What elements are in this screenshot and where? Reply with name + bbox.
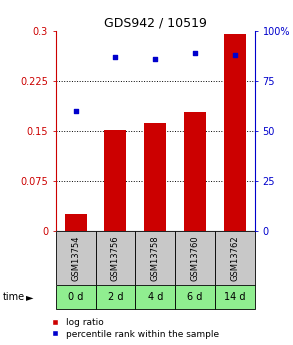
Point: [73, 108, 78, 114]
Text: GSM13756: GSM13756: [111, 235, 120, 281]
Text: GSM13758: GSM13758: [151, 235, 160, 281]
Bar: [184, 112, 206, 231]
Point: [153, 56, 158, 62]
Bar: [56, 285, 96, 309]
Text: 14 d: 14 d: [224, 292, 246, 302]
Bar: [135, 285, 175, 309]
Bar: [144, 123, 166, 231]
Text: GSM13760: GSM13760: [191, 235, 200, 281]
Text: GSM13754: GSM13754: [71, 235, 80, 280]
Bar: [215, 285, 255, 309]
Bar: [224, 34, 246, 231]
Text: ►: ►: [25, 292, 33, 302]
Bar: [105, 130, 126, 231]
Legend: log ratio, percentile rank within the sample: log ratio, percentile rank within the sa…: [51, 318, 219, 339]
Bar: [96, 285, 135, 309]
Point: [113, 54, 118, 60]
Text: time: time: [3, 292, 25, 302]
Point: [193, 50, 197, 56]
Text: GSM13762: GSM13762: [231, 235, 239, 281]
Text: 0 d: 0 d: [68, 292, 83, 302]
Bar: [56, 231, 96, 285]
Bar: [175, 231, 215, 285]
Point: [233, 52, 237, 58]
Title: GDS942 / 10519: GDS942 / 10519: [104, 17, 207, 30]
Text: 6 d: 6 d: [188, 292, 203, 302]
Bar: [135, 231, 175, 285]
Bar: [96, 231, 135, 285]
Bar: [215, 231, 255, 285]
Text: 4 d: 4 d: [148, 292, 163, 302]
Text: 2 d: 2 d: [108, 292, 123, 302]
Bar: [175, 285, 215, 309]
Bar: [65, 215, 86, 231]
